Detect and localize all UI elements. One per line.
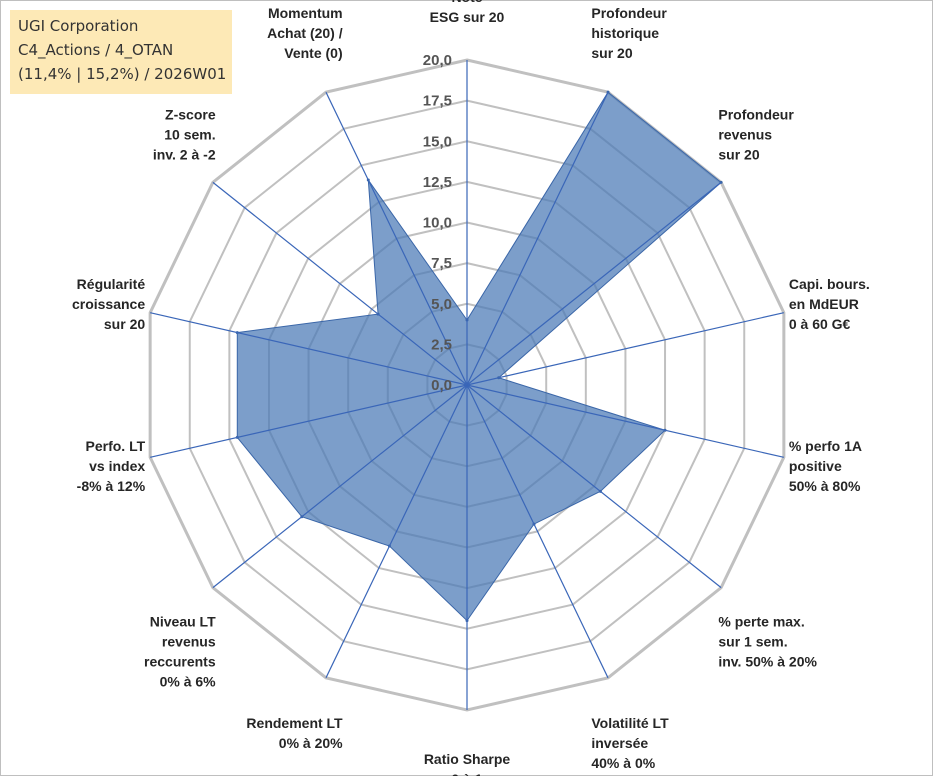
axis-label-line: positive (789, 458, 842, 474)
axis-label: Perfo. LT vs index -8% à 12% (77, 438, 146, 494)
axis-label: Volatilité LT inversée 40% à 0% (591, 715, 669, 771)
axis-label-line: croissance (72, 296, 145, 312)
axis-label: % perte max. sur 1 sem. inv. 50% à 20% (718, 614, 817, 670)
axis-label-line: Ratio Sharpe (424, 751, 511, 767)
axis-spoke (212, 384, 468, 589)
radial-tick-labels: 0,0 2,5 5,0 7,5 10,0 12,5 15,0 17,5 20,0 (423, 52, 452, 394)
axis-label-line: 40% à 0% (591, 755, 655, 771)
axis-spoke (150, 384, 468, 458)
company-name: UGI Corporation (18, 17, 139, 35)
axis-spoke (150, 312, 468, 386)
axis-label-line: Niveau LT (150, 614, 216, 630)
axis-label: Profondeur revenus sur 20 (718, 106, 794, 162)
axis-spoke (466, 384, 784, 458)
axis-label-line: Momentum (268, 5, 343, 21)
axis-label-line: inv. 50% à 20% (718, 654, 817, 670)
axis-label-line: sur 20 (718, 146, 759, 162)
axis-label-line: 0 à 60 G€ (789, 316, 851, 332)
chart-title-box: UGI Corporation C4_Actions / 4_OTAN (11,… (10, 10, 232, 94)
axis-spoke (466, 91, 609, 386)
axis-label-line: Rendement LT (246, 715, 343, 731)
axis-spoke (466, 312, 784, 386)
axis-label-line: inv. 2 à -2 (153, 146, 216, 162)
axis-label-line: Perfo. LT (86, 438, 146, 454)
tick-label: 2,5 (431, 336, 452, 353)
axis-label-line: 0 à 1 (451, 771, 482, 776)
axis-label-line: % perfo 1A (789, 438, 862, 454)
axis-label-line: vs index (89, 458, 145, 474)
axis-label-line: Vente (0) (284, 45, 342, 61)
axis-label-line: 0% à 6% (160, 674, 217, 690)
axis-label-line: sur 20 (591, 45, 632, 61)
axis-label-line: revenus (162, 634, 216, 650)
axis-label-line: revenus (718, 126, 772, 142)
tick-label: 0,0 (431, 377, 452, 394)
axis-label-line: reccurents (144, 654, 216, 670)
axis-label-line: Capi. bours. (789, 276, 870, 292)
axis-label-line: sur 1 sem. (718, 634, 787, 650)
axis-label-line: 0% à 20% (279, 735, 343, 751)
tick-label: 15,0 (423, 133, 452, 150)
axis-label: Profondeur historique sur 20 (591, 5, 667, 61)
axis-label-line: inversée (591, 735, 648, 751)
axis-spoke (466, 384, 609, 679)
axis-spoke (466, 181, 722, 386)
axis-label: Rendement LT 0% à 20% (246, 715, 343, 751)
portfolio-name: C4_Actions / 4_OTAN (18, 41, 174, 59)
axis-label-line: 50% à 80% (789, 478, 861, 494)
axis-spoke (466, 384, 722, 589)
axis-labels: Note ESG sur 20 Profondeur historique sur 20… (72, 0, 870, 776)
axis-label-line: Achat (20) / (267, 25, 343, 41)
axis-label: Niveau LT revenus reccurents 0% à 6% (144, 614, 216, 690)
axis-label-line: Régularité (77, 276, 146, 292)
tick-label: 12,5 (423, 174, 452, 191)
axis-label: Note ESG sur 20 (430, 0, 505, 25)
axis-label-line: Note (451, 0, 482, 5)
axis-label-line: sur 20 (104, 316, 145, 332)
tick-label: 10,0 (423, 215, 452, 232)
tick-label: 20,0 (423, 52, 452, 69)
performance-stats: (11,4% | 15,2%) / 2026W01 (18, 65, 227, 83)
axis-label-line: 10 sem. (164, 126, 215, 142)
axis-label-line: historique (591, 25, 659, 41)
axis-label: Régularité croissance sur 20 (72, 276, 145, 332)
axis-label-line: Profondeur (591, 5, 667, 21)
tick-label: 17,5 (423, 93, 452, 110)
axis-label: Capi. bours. en MdEUR 0 à 60 G€ (789, 276, 870, 332)
series-area (236, 91, 722, 622)
tick-label: 5,0 (431, 296, 452, 313)
axis-spoke (212, 181, 468, 386)
tick-label: 7,5 (431, 255, 452, 272)
axis-label: Z-score 10 sem. inv. 2 à -2 (153, 106, 216, 162)
axis-label-line: % perte max. (718, 614, 804, 630)
axis-label-line: ESG sur 20 (430, 9, 505, 25)
axis-label-line: -8% à 12% (77, 478, 146, 494)
axis-label-line: Z-score (165, 106, 216, 122)
axis-spoke (325, 91, 468, 386)
axis-label-line: en MdEUR (789, 296, 859, 312)
radar-series (150, 60, 784, 710)
axis-label-line: Volatilité LT (591, 715, 669, 731)
axis-label: Ratio Sharpe 0 à 1 (424, 751, 511, 776)
axis-label-line: Profondeur (718, 106, 794, 122)
axis-label: % perfo 1A positive 50% à 80% (789, 438, 862, 494)
axis-spoke (325, 384, 468, 679)
axis-label: Momentum Achat (20) / Vente (0) (267, 5, 343, 61)
